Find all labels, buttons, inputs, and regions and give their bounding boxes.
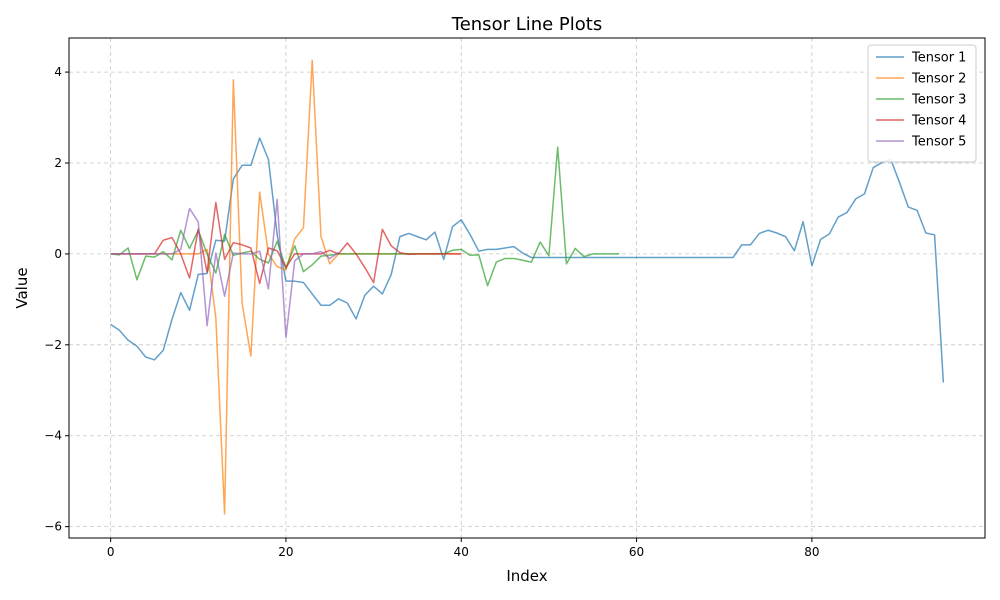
grid	[69, 38, 985, 538]
y-tick-label: 0	[54, 247, 62, 261]
y-tick-label: 2	[54, 156, 62, 170]
x-tick-label: 0	[107, 545, 115, 559]
legend-label: Tensor 3	[911, 93, 966, 108]
legend-box	[867, 44, 977, 163]
axis-ticks: 0 20 40 60 80 −6 −4 −2 0 2 4	[44, 65, 819, 559]
x-tick-label: 60	[629, 545, 644, 559]
legend-label: Tensor 4	[911, 114, 966, 129]
series-lines	[110, 59, 945, 515]
x-tick-label: 40	[454, 545, 469, 559]
y-axis-title: Value	[13, 267, 31, 308]
legend-label: Tensor 2	[911, 72, 966, 87]
x-tick-label: 20	[278, 545, 293, 559]
legend: Tensor 1 Tensor 2 Tensor 3 Tensor 4 Tensor 5	[867, 44, 977, 163]
x-axis-title: Index	[506, 567, 547, 585]
legend-label: Tensor 5	[911, 135, 966, 150]
plot-area-frame	[68, 37, 986, 539]
y-tick-label: −4	[44, 429, 62, 443]
y-tick-label: −2	[44, 338, 62, 352]
series-line-tensor-5	[110, 198, 339, 339]
x-tick-label: 80	[804, 545, 819, 559]
y-tick-label: −6	[44, 520, 62, 534]
chart-title: Tensor Line Plots	[451, 14, 602, 35]
y-tick-label: 4	[54, 65, 62, 79]
series-line-tensor-1	[110, 137, 945, 383]
series-line-tensor-3	[110, 146, 620, 287]
legend-label: Tensor 1	[911, 51, 966, 66]
series-line-tensor-4	[110, 201, 462, 285]
